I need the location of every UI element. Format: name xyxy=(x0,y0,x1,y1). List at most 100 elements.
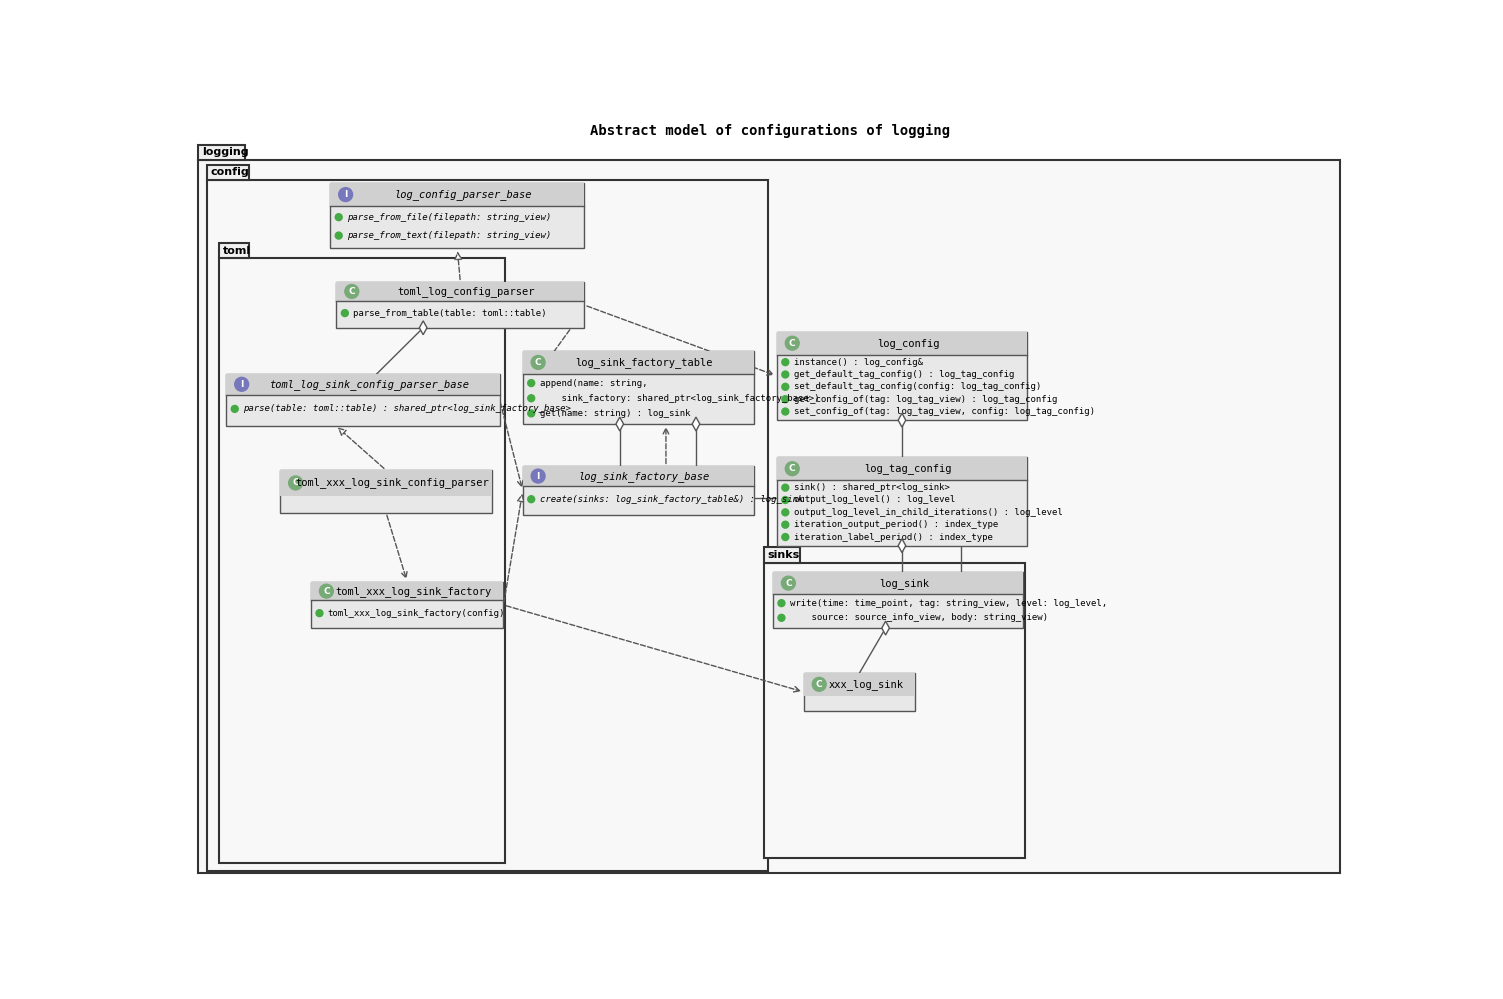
Bar xyxy=(198,145,245,160)
Text: log_config: log_config xyxy=(876,338,939,349)
Circle shape xyxy=(782,533,789,540)
Text: output_log_level_in_child_iterations() : log_level: output_log_level_in_child_iterations() :… xyxy=(794,507,1063,516)
Bar xyxy=(218,259,505,863)
Text: C: C xyxy=(816,679,822,688)
Polygon shape xyxy=(899,414,906,428)
Circle shape xyxy=(528,395,535,402)
Text: C: C xyxy=(292,479,299,488)
Circle shape xyxy=(785,337,800,350)
Circle shape xyxy=(531,470,546,483)
Polygon shape xyxy=(419,321,427,335)
Text: write(time: time_point, tag: string_view, level: log_level,: write(time: time_point, tag: string_view… xyxy=(791,598,1108,607)
Circle shape xyxy=(231,406,237,413)
Polygon shape xyxy=(616,418,624,431)
Bar xyxy=(764,547,800,562)
Text: I: I xyxy=(240,380,243,389)
Text: get_default_tag_config() : log_tag_config: get_default_tag_config() : log_tag_confi… xyxy=(794,370,1015,379)
Text: C: C xyxy=(349,287,355,296)
Circle shape xyxy=(782,371,789,378)
Bar xyxy=(227,374,499,426)
Circle shape xyxy=(782,508,789,515)
Circle shape xyxy=(335,232,343,239)
Bar xyxy=(773,571,1024,594)
Circle shape xyxy=(528,496,535,502)
Text: iteration_output_period() : index_type: iteration_output_period() : index_type xyxy=(794,520,998,529)
Text: get(name: string) : log_sink: get(name: string) : log_sink xyxy=(540,409,690,418)
Text: I: I xyxy=(537,472,540,481)
Bar xyxy=(764,562,1025,857)
Bar xyxy=(280,471,491,496)
Text: Abstract model of configurations of logging: Abstract model of configurations of logg… xyxy=(591,124,950,138)
Circle shape xyxy=(782,384,789,391)
Text: log_sink_factory_base: log_sink_factory_base xyxy=(579,471,709,482)
Bar xyxy=(331,183,585,206)
Bar xyxy=(207,165,248,180)
Circle shape xyxy=(341,310,349,317)
Text: logging: logging xyxy=(201,147,248,157)
Bar xyxy=(207,180,768,871)
Polygon shape xyxy=(899,538,906,552)
Bar xyxy=(311,581,504,628)
Bar xyxy=(523,351,753,374)
Bar xyxy=(280,471,491,512)
Circle shape xyxy=(528,380,535,387)
Text: C: C xyxy=(323,586,329,595)
Text: C: C xyxy=(789,465,795,474)
Circle shape xyxy=(785,462,800,476)
Text: get_config_of(tag: log_tag_view) : log_tag_config: get_config_of(tag: log_tag_view) : log_t… xyxy=(794,395,1057,404)
Circle shape xyxy=(779,614,785,621)
Circle shape xyxy=(782,359,789,366)
Text: toml_xxx_log_sink_factory: toml_xxx_log_sink_factory xyxy=(335,585,491,596)
Bar xyxy=(311,581,504,600)
Bar xyxy=(777,458,1027,545)
Text: C: C xyxy=(535,358,541,367)
Circle shape xyxy=(316,609,323,616)
Bar xyxy=(777,332,1027,421)
Circle shape xyxy=(320,584,334,598)
Text: parse(table: toml::table) : shared_ptr<log_sink_factory_base>: parse(table: toml::table) : shared_ptr<l… xyxy=(243,405,571,414)
Text: sinks: sinks xyxy=(768,549,800,559)
Text: parse_from_table(table: toml::table): parse_from_table(table: toml::table) xyxy=(353,309,547,318)
Text: sink_factory: shared_ptr<log_sink_factory_base>): sink_factory: shared_ptr<log_sink_factor… xyxy=(540,394,819,403)
Circle shape xyxy=(234,378,248,392)
Bar xyxy=(523,351,753,424)
Circle shape xyxy=(782,497,789,503)
Bar xyxy=(523,467,753,514)
Text: log_config_parser_base: log_config_parser_base xyxy=(395,189,532,200)
Bar xyxy=(804,672,915,711)
Circle shape xyxy=(782,576,795,590)
Circle shape xyxy=(782,408,789,415)
Circle shape xyxy=(335,214,343,221)
Text: set_default_tag_config(config: log_tag_config): set_default_tag_config(config: log_tag_c… xyxy=(794,383,1042,392)
Text: toml_log_sink_config_parser_base: toml_log_sink_config_parser_base xyxy=(269,379,469,390)
Text: toml_xxx_log_sink_factory(config): toml_xxx_log_sink_factory(config) xyxy=(328,608,505,617)
Circle shape xyxy=(782,396,789,403)
Text: I: I xyxy=(344,190,347,199)
Text: parse_from_text(filepath: string_view): parse_from_text(filepath: string_view) xyxy=(347,231,552,240)
Text: sink() : shared_ptr<log_sink>: sink() : shared_ptr<log_sink> xyxy=(794,484,950,493)
Text: instance() : log_config&: instance() : log_config& xyxy=(794,358,923,367)
Bar xyxy=(523,467,753,486)
Text: toml_xxx_log_sink_config_parser: toml_xxx_log_sink_config_parser xyxy=(296,478,488,489)
Text: toml: toml xyxy=(222,246,251,256)
Text: log_sink: log_sink xyxy=(879,577,929,588)
Bar xyxy=(218,243,249,259)
Text: C: C xyxy=(789,339,795,348)
Text: log_sink_factory_table: log_sink_factory_table xyxy=(576,357,712,368)
Circle shape xyxy=(812,677,827,691)
Circle shape xyxy=(289,476,302,490)
Bar xyxy=(804,672,915,696)
Circle shape xyxy=(531,356,546,370)
Bar xyxy=(337,283,585,301)
Text: set_config_of(tag: log_tag_view, config: log_tag_config): set_config_of(tag: log_tag_view, config:… xyxy=(794,407,1094,416)
Text: source: source_info_view, body: string_view): source: source_info_view, body: string_v… xyxy=(791,613,1048,622)
Text: log_tag_config: log_tag_config xyxy=(864,464,951,475)
Text: config: config xyxy=(210,167,249,177)
Text: create(sinks: log_sink_factory_table&) : log_sink: create(sinks: log_sink_factory_table&) :… xyxy=(540,495,803,503)
Circle shape xyxy=(779,599,785,606)
Bar xyxy=(337,283,585,328)
Circle shape xyxy=(528,410,535,417)
Bar xyxy=(777,332,1027,355)
Bar xyxy=(227,374,499,395)
Text: parse_from_file(filepath: string_view): parse_from_file(filepath: string_view) xyxy=(347,213,552,222)
